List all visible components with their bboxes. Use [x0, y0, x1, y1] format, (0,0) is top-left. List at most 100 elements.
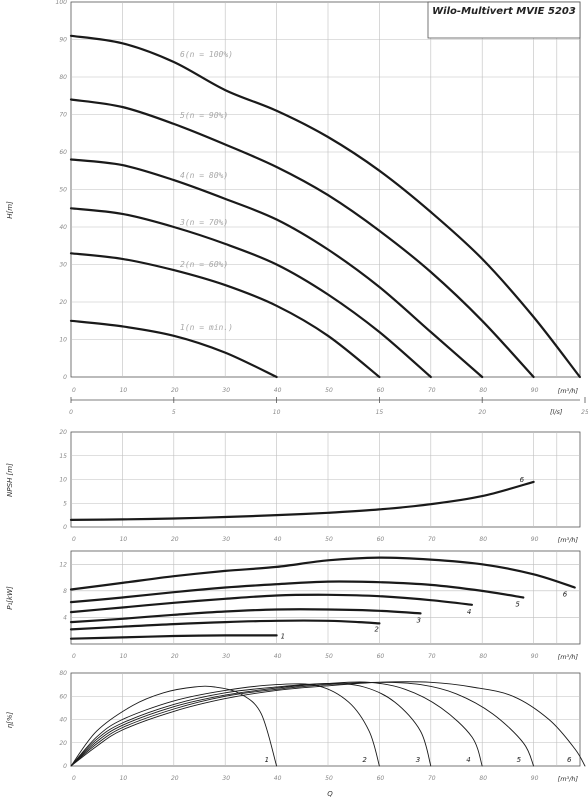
y-tick-label: 40	[59, 717, 67, 724]
x-tick-label: 10	[120, 387, 128, 394]
y-tick-label: 20	[59, 740, 67, 747]
x-tick-label: 0	[72, 775, 76, 782]
x-tick-label: 40	[274, 536, 282, 543]
x-tick-label: 0	[72, 653, 76, 660]
x-tick-label: 60	[377, 653, 385, 660]
x-tick-label: 50	[325, 775, 333, 782]
y-tick-label: 12	[59, 561, 67, 568]
y-axis-label: H[m]	[6, 201, 14, 219]
x-unit-label: [m³/h]	[558, 536, 579, 544]
y-tick-label: 40	[59, 224, 67, 231]
x-tick-label: 0	[72, 387, 76, 394]
series-line-head	[69, 207, 432, 379]
series-line-power	[69, 619, 381, 631]
y-tick-label: 8	[63, 588, 67, 595]
x-tick-label: 30	[222, 653, 230, 660]
series-line-efficiency	[70, 681, 586, 767]
y-tick-label: 5	[63, 500, 67, 507]
y-tick-label: 50	[59, 187, 67, 194]
x-unit-label: [m³/h]	[558, 775, 579, 783]
y-tick-label: 80	[59, 670, 67, 677]
x-unit-label: [m³/h]	[558, 387, 579, 395]
secondary-unit-label: [l/s]	[550, 408, 563, 416]
y-tick-label: 70	[59, 112, 67, 119]
series-line-head	[69, 319, 278, 379]
y-tick-label: 100	[56, 0, 68, 6]
x-tick-label: 30	[222, 387, 230, 394]
series-label: 6	[520, 476, 525, 484]
x-tick-label: 20	[171, 536, 179, 543]
series-line-head	[69, 252, 381, 379]
curves-layer	[69, 34, 586, 767]
series-label: 5	[517, 756, 522, 764]
y-tick-label: 60	[59, 693, 67, 700]
y-tick-label: 4	[63, 614, 67, 621]
series-label: 4	[467, 608, 471, 616]
series-line-power	[69, 580, 525, 604]
series-label: 6	[567, 756, 572, 764]
title-box	[427, 1, 581, 39]
y-axis-label: P₁[kW]	[6, 586, 14, 610]
secondary-tick-label: 25	[581, 409, 588, 416]
x-tick-label: 80	[479, 653, 487, 660]
y-tick-label: 20	[59, 429, 67, 436]
series-label: 1	[265, 756, 269, 764]
labels-layer: 0 10 20 30 40 50 60 70 80 90010203040506070809010…	[6, 0, 588, 798]
chart-title: Wilo-Multivert MVIE 5203	[432, 6, 576, 17]
series-label: 2(n = 60%)	[180, 260, 228, 269]
x-tick-label: 90	[531, 653, 539, 660]
series-label: 4	[466, 756, 470, 764]
y-tick-label: 30	[59, 262, 67, 269]
x-axis-label: Q	[327, 790, 333, 798]
series-label: 5(n = 90%)	[180, 111, 228, 120]
x-tick-label: 70	[428, 653, 436, 660]
y-axis-label: NPSH [m]	[6, 463, 14, 497]
x-tick-label: 90	[531, 536, 539, 543]
series-line-power	[69, 593, 473, 614]
secondary-tick-label: 5	[172, 409, 176, 416]
series-label: 3	[417, 616, 421, 624]
x-tick-label: 10	[120, 653, 128, 660]
secondary-tick-label: 10	[273, 409, 281, 416]
x-tick-label: 60	[377, 387, 385, 394]
x-tick-label: 20	[171, 775, 179, 782]
x-tick-label: 0	[72, 536, 76, 543]
secondary-tick-label: 15	[376, 409, 384, 416]
x-tick-label: 50	[325, 653, 333, 660]
series-line-head	[69, 34, 581, 379]
y-tick-label: 15	[59, 453, 67, 460]
x-tick-label: 90	[531, 387, 539, 394]
x-tick-label: 30	[222, 775, 230, 782]
x-tick-label: 50	[325, 387, 333, 394]
x-tick-label: 10	[120, 775, 128, 782]
series-label: 2	[362, 756, 367, 764]
x-unit-label: [m³/h]	[558, 653, 579, 661]
y-tick-label: 20	[59, 299, 67, 306]
secondary-tick-label: 20	[478, 409, 486, 416]
series-line-power	[69, 556, 576, 591]
series-line-power	[69, 634, 278, 640]
x-tick-label: 80	[479, 536, 487, 543]
series-line-power	[69, 608, 422, 624]
x-tick-label: 20	[171, 653, 179, 660]
y-tick-label: 60	[59, 149, 67, 156]
series-label: 5	[515, 601, 520, 609]
y-tick-label: 0	[63, 524, 67, 531]
y-tick-label: 0	[63, 763, 67, 770]
x-tick-label: 20	[171, 387, 179, 394]
x-tick-label: 60	[377, 775, 385, 782]
y-tick-label: 10	[59, 337, 67, 344]
series-label: 3(n = 70%)	[179, 218, 228, 227]
series-line-head	[69, 158, 484, 379]
x-tick-label: 60	[377, 536, 385, 543]
x-tick-label: 70	[428, 775, 436, 782]
y-axis-label: η[%]	[6, 711, 14, 728]
series-label: 1	[281, 632, 285, 640]
x-tick-label: 40	[274, 775, 282, 782]
series-line-npsh	[69, 480, 535, 521]
x-tick-label: 40	[274, 653, 282, 660]
x-tick-label: 10	[120, 536, 128, 543]
grid-layer	[70, 1, 586, 767]
y-tick-label: 80	[59, 74, 67, 81]
y-tick-label: 90	[59, 37, 67, 44]
